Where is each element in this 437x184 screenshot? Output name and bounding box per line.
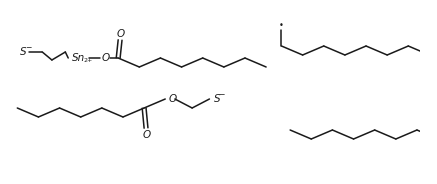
Text: −: −	[24, 43, 31, 52]
Text: Sn: Sn	[72, 53, 85, 63]
Text: O: O	[143, 130, 151, 140]
Text: S: S	[20, 47, 27, 57]
Text: 2+: 2+	[84, 57, 93, 63]
Text: O: O	[102, 53, 110, 63]
Text: −: −	[218, 91, 224, 100]
Text: •: •	[279, 22, 284, 31]
Text: •: •	[436, 153, 437, 162]
Text: O: O	[168, 94, 176, 104]
Text: S: S	[214, 94, 221, 104]
Text: O: O	[117, 29, 125, 39]
